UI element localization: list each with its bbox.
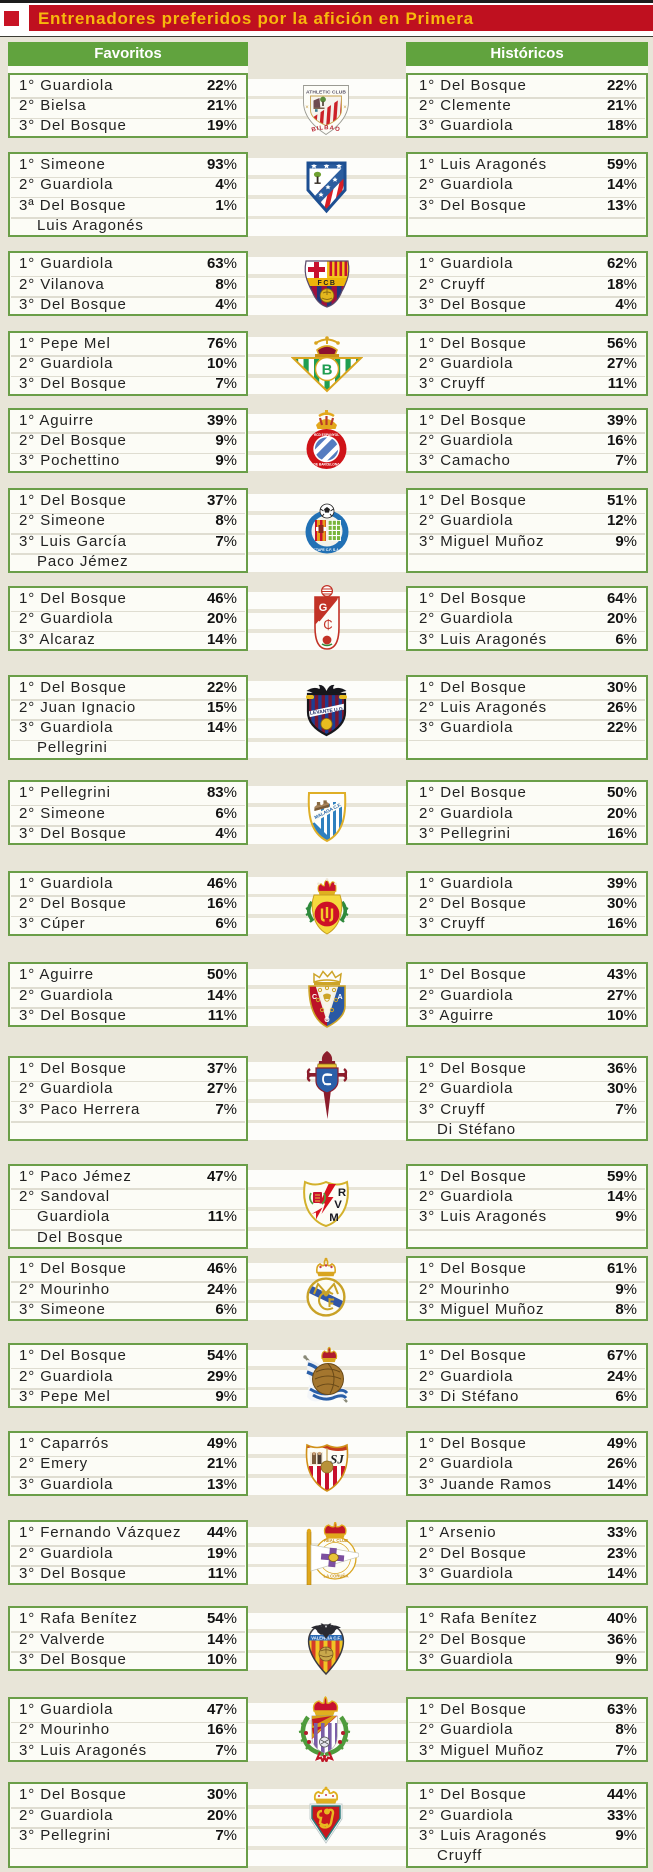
svg-text:DE BARCELONA: DE BARCELONA [314,463,341,467]
svg-text:C: C [312,994,317,1001]
svg-text:REAL CLUB: REAL CLUB [324,1538,348,1543]
svg-text:A: A [337,994,342,1001]
svg-text:V: V [334,1199,342,1211]
svg-text:R: R [338,1187,346,1199]
svg-text:LEVANTE U.D.: LEVANTE U.D. [310,706,345,716]
svg-text:×: × [343,105,347,111]
svg-text:GETAFE C.F. S.A.D.: GETAFE C.F. S.A.D. [311,548,343,552]
svg-text:FCB: FCB [318,280,337,287]
svg-text:B: B [322,362,333,379]
svg-text:O: O [324,1017,330,1024]
svg-text:₵: ₵ [323,617,332,632]
svg-text:BILBAO: BILBAO [311,125,341,133]
svg-text:LA CORUÑA: LA CORUÑA [324,1574,349,1579]
svg-text:G: G [319,602,328,614]
svg-text:SJ: SJ [330,1452,344,1467]
svg-text:ATHLETIC CLUB: ATHLETIC CLUB [306,90,346,96]
svg-text:RCD ESPANYOL: RCD ESPANYOL [314,433,339,437]
svg-text:M: M [329,1212,339,1224]
svg-text:×: × [305,105,309,111]
